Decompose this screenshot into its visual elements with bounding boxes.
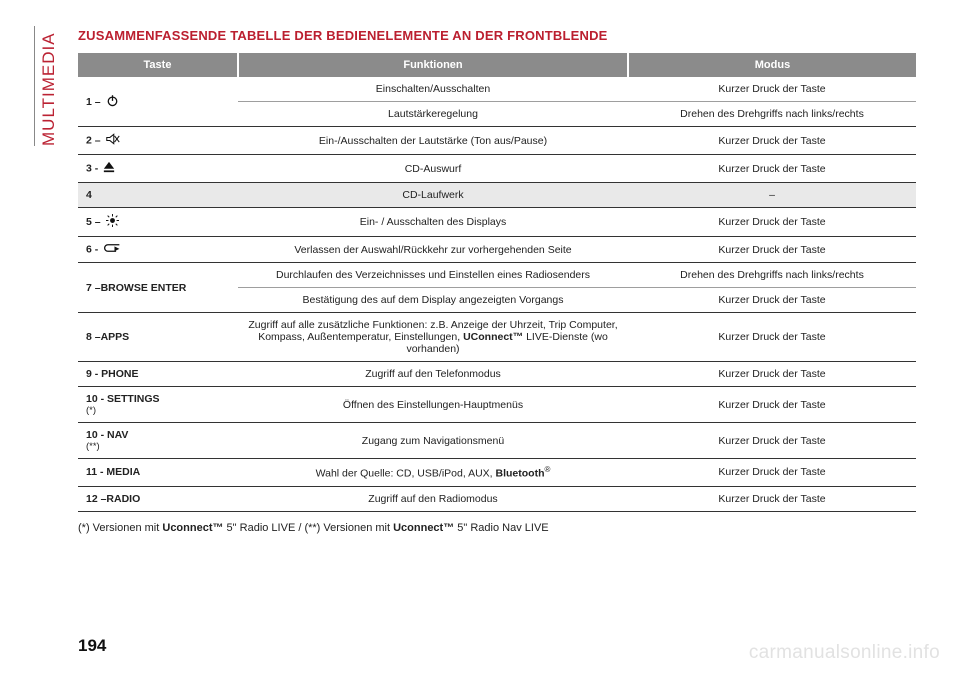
footnote-b2: Uconnect™: [393, 522, 454, 534]
registered-mark: ®: [545, 465, 551, 474]
cell-mode: Kurzer Druck der Taste: [628, 486, 916, 511]
table-row: 6 - Verlassen der Auswahl/Rückkehr zur v…: [78, 237, 916, 263]
cell-key: 4: [78, 183, 238, 208]
cell-key: 10 - SETTINGS (*): [78, 387, 238, 423]
cell-func: Durchlaufen des Verzeichnisses und Einst…: [238, 263, 628, 288]
cell-func: Lautstärkeregelung: [238, 102, 628, 127]
footnote: (*) Versionen mit Uconnect™ 5" Radio LIV…: [78, 522, 916, 534]
table-row: 9 - PHONE Zugriff auf den Telefonmodus K…: [78, 362, 916, 387]
cell-mode: Kurzer Druck der Taste: [628, 155, 916, 183]
th-taste: Taste: [78, 53, 238, 77]
watermark: carmanualsonline.info: [749, 642, 940, 664]
cell-mode: –: [628, 183, 916, 208]
mute-icon: [106, 133, 120, 148]
table-row: 1 – Einschalten/Ausschalten Kurzer Druck…: [78, 77, 916, 102]
cell-func: Einschalten/Ausschalten: [238, 77, 628, 102]
cell-func: CD-Laufwerk: [238, 183, 628, 208]
cell-key: 6 -: [78, 237, 238, 263]
key-label: 10 - SETTINGS: [86, 393, 160, 405]
th-modus: Modus: [628, 53, 916, 77]
table-row: 3 - CD-Auswurf Kurzer Druck der Taste: [78, 155, 916, 183]
table-header-row: Taste Funktionen Modus: [78, 53, 916, 77]
cell-mode: Drehen des Drehgriffs nach links/rechts: [628, 102, 916, 127]
cell-func: Öffnen des Einstellungen-Hauptmenüs: [238, 387, 628, 423]
cell-key: 10 - NAV (**): [78, 423, 238, 459]
footnote-b1: Uconnect™: [162, 522, 223, 534]
cell-func: Verlassen der Auswahl/Rückkehr zur vorhe…: [238, 237, 628, 263]
manual-page: MULTIMEDIA ZUSAMMENFASSENDE TABELLE DER …: [0, 0, 960, 678]
eject-icon: [103, 161, 115, 176]
key-note: (*): [86, 405, 232, 416]
table-row: 4 CD-Laufwerk –: [78, 183, 916, 208]
table-row: 11 - MEDIA Wahl der Quelle: CD, USB/iPod…: [78, 459, 916, 487]
cell-mode: Kurzer Druck der Taste: [628, 208, 916, 237]
key-label: 6 -: [86, 243, 98, 255]
footnote-pre: (*) Versionen mit: [78, 522, 162, 534]
cell-key: 1 –: [78, 77, 238, 127]
key-note: (**): [86, 441, 232, 452]
func-text-bold: UConnect™: [463, 331, 523, 343]
cell-func: CD-Auswurf: [238, 155, 628, 183]
cell-mode: Kurzer Druck der Taste: [628, 237, 916, 263]
cell-key: 11 - MEDIA: [78, 459, 238, 487]
footnote-post: 5" Radio Nav LIVE: [454, 522, 548, 534]
key-label: 5 –: [86, 216, 101, 228]
cell-mode: Kurzer Druck der Taste: [628, 387, 916, 423]
cell-key: 9 - PHONE: [78, 362, 238, 387]
table-row: 10 - NAV (**) Zugang zum Navigationsmenü…: [78, 423, 916, 459]
section-side-label: MULTIMEDIA: [34, 26, 59, 146]
cell-mode: Drehen des Drehgriffs nach links/rechts: [628, 263, 916, 288]
cell-mode: Kurzer Druck der Taste: [628, 288, 916, 313]
table-row: 8 –APPS Zugriff auf alle zusätzliche Fun…: [78, 313, 916, 362]
cell-func: Zugriff auf den Telefonmodus: [238, 362, 628, 387]
cell-func: Zugang zum Navigationsmenü: [238, 423, 628, 459]
key-label: 1 –: [86, 95, 101, 107]
cell-key: 8 –APPS: [78, 313, 238, 362]
key-label: 2 –: [86, 134, 101, 146]
table-row: 7 –BROWSE ENTER Durchlaufen des Verzeich…: [78, 263, 916, 288]
cell-func: Wahl der Quelle: CD, USB/iPod, AUX, Blue…: [238, 459, 628, 487]
key-label: 10 - NAV: [86, 429, 128, 441]
func-text-pre: Wahl der Quelle: CD, USB/iPod, AUX,: [316, 468, 496, 480]
cell-mode: Kurzer Druck der Taste: [628, 127, 916, 155]
th-funktionen: Funktionen: [238, 53, 628, 77]
cell-key: 3 -: [78, 155, 238, 183]
cell-key: 2 –: [78, 127, 238, 155]
table-row: 2 – Ein-/Ausschalten der Lautstärke (Ton…: [78, 127, 916, 155]
cell-mode: Kurzer Druck der Taste: [628, 362, 916, 387]
cell-mode: Kurzer Druck der Taste: [628, 423, 916, 459]
footnote-mid: 5" Radio LIVE / (**) Versionen mit: [224, 522, 394, 534]
controls-table: Taste Funktionen Modus 1 – Einschalten/A…: [78, 53, 916, 512]
back-icon: [103, 243, 121, 256]
table-row: 5 – Ein- / Ausschalten des Displays Kurz…: [78, 208, 916, 237]
cell-func: Zugriff auf den Radiomodus: [238, 486, 628, 511]
cell-mode: Kurzer Druck der Taste: [628, 313, 916, 362]
cell-func: Zugriff auf alle zusätzliche Funktionen:…: [238, 313, 628, 362]
page-number: 194: [78, 636, 106, 656]
func-text-bold: Bluetooth: [496, 468, 545, 480]
cell-key: 7 –BROWSE ENTER: [78, 263, 238, 313]
cell-key: 5 –: [78, 208, 238, 237]
cell-func: Bestätigung des auf dem Display angezeig…: [238, 288, 628, 313]
key-label: 3 -: [86, 162, 98, 174]
cell-func: Ein-/Ausschalten der Lautstärke (Ton aus…: [238, 127, 628, 155]
table-row: 12 –RADIO Zugriff auf den Radiomodus Kur…: [78, 486, 916, 511]
table-row: 10 - SETTINGS (*) Öffnen des Einstellung…: [78, 387, 916, 423]
cell-mode: Kurzer Druck der Taste: [628, 77, 916, 102]
cell-func: Ein- / Ausschalten des Displays: [238, 208, 628, 237]
page-title: ZUSAMMENFASSENDE TABELLE DER BEDIENELEME…: [78, 28, 916, 43]
power-icon: [106, 94, 119, 110]
cell-key: 12 –RADIO: [78, 486, 238, 511]
cell-mode: Kurzer Druck der Taste: [628, 459, 916, 487]
brightness-icon: [106, 214, 119, 230]
